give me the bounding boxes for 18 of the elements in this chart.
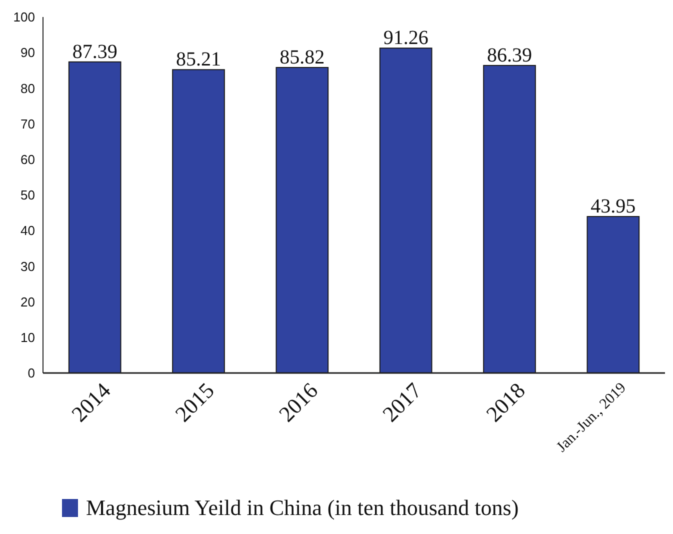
y-tick-label: 20 bbox=[20, 294, 35, 310]
y-tick-label: 100 bbox=[13, 10, 35, 25]
legend-label: Magnesium Yeild in China (in ten thousand tons) bbox=[86, 495, 519, 520]
y-tick-label: 90 bbox=[20, 45, 35, 60]
data-label: 85.82 bbox=[280, 46, 325, 68]
data-label: 43.95 bbox=[590, 196, 636, 218]
y-tick-label: 50 bbox=[20, 188, 35, 203]
data-label: 91.26 bbox=[383, 27, 428, 50]
y-tick-label: 60 bbox=[20, 152, 35, 167]
y-tick-label: 40 bbox=[20, 223, 35, 238]
y-tick-label: 0 bbox=[28, 366, 35, 381]
y-tick-label: 80 bbox=[20, 80, 35, 96]
y-tick-label: 70 bbox=[20, 116, 35, 132]
data-label: 86.39 bbox=[487, 44, 532, 66]
y-tick-label: 10 bbox=[20, 330, 35, 345]
y-tick-label: 30 bbox=[20, 258, 35, 274]
data-label: 87.39 bbox=[72, 40, 118, 63]
data-label: 85.21 bbox=[176, 48, 221, 71]
